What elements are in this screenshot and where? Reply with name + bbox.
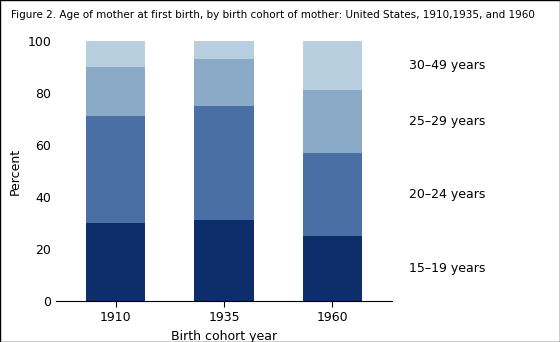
Bar bbox=[194, 59, 254, 106]
Bar bbox=[86, 223, 146, 301]
Bar bbox=[194, 220, 254, 301]
Bar bbox=[194, 41, 254, 59]
Bar bbox=[86, 116, 146, 223]
Y-axis label: Percent: Percent bbox=[9, 147, 22, 195]
Text: Figure 2. Age of mother at first birth, by birth cohort of mother: United States: Figure 2. Age of mother at first birth, … bbox=[11, 10, 535, 20]
Bar bbox=[302, 41, 362, 90]
Bar bbox=[86, 41, 146, 67]
Bar bbox=[302, 90, 362, 153]
X-axis label: Birth cohort year: Birth cohort year bbox=[171, 330, 277, 342]
Bar bbox=[302, 153, 362, 236]
Text: 20–24 years: 20–24 years bbox=[409, 188, 485, 201]
Bar bbox=[86, 67, 146, 116]
Bar bbox=[194, 106, 254, 220]
Bar bbox=[302, 236, 362, 301]
Text: 25–29 years: 25–29 years bbox=[409, 115, 485, 128]
Text: 30–49 years: 30–49 years bbox=[409, 59, 485, 72]
Text: 15–19 years: 15–19 years bbox=[409, 262, 485, 275]
